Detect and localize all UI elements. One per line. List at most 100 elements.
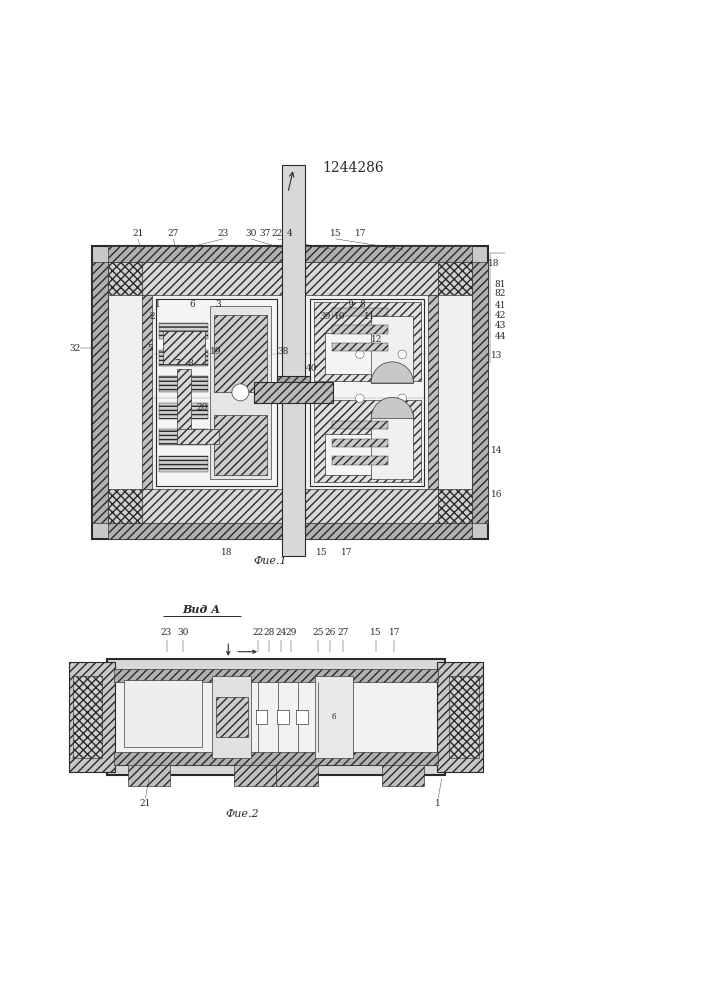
Bar bbox=[276, 758, 318, 786]
Text: 14: 14 bbox=[491, 446, 503, 455]
Text: 20: 20 bbox=[196, 403, 207, 412]
Wedge shape bbox=[371, 397, 414, 419]
Bar bbox=[128, 758, 170, 786]
Bar bbox=[233, 758, 276, 786]
Bar bbox=[214, 315, 267, 392]
Text: 81: 81 bbox=[494, 280, 506, 289]
Text: 24: 24 bbox=[275, 628, 286, 637]
Bar bbox=[438, 489, 472, 523]
Bar bbox=[332, 343, 388, 351]
Bar bbox=[314, 400, 421, 482]
Bar bbox=[325, 333, 410, 374]
Text: 11: 11 bbox=[364, 312, 375, 321]
Text: 26: 26 bbox=[325, 628, 336, 637]
Circle shape bbox=[156, 275, 163, 282]
Bar bbox=[108, 246, 472, 262]
Bar bbox=[142, 295, 153, 489]
Text: 43: 43 bbox=[495, 321, 506, 330]
Circle shape bbox=[356, 350, 364, 359]
Text: 23: 23 bbox=[217, 229, 228, 238]
Text: 18: 18 bbox=[487, 259, 499, 268]
Text: 23: 23 bbox=[161, 628, 172, 637]
Text: 27: 27 bbox=[337, 628, 349, 637]
Bar bbox=[160, 403, 208, 419]
Bar bbox=[210, 306, 271, 479]
Text: 27: 27 bbox=[168, 229, 180, 238]
Circle shape bbox=[339, 275, 346, 282]
Circle shape bbox=[398, 350, 407, 359]
Bar bbox=[315, 676, 354, 758]
Bar bbox=[382, 758, 424, 786]
Bar bbox=[371, 412, 414, 479]
Text: 10: 10 bbox=[334, 312, 345, 321]
Bar bbox=[296, 710, 308, 724]
Text: 44: 44 bbox=[494, 332, 506, 341]
Bar bbox=[472, 262, 488, 523]
Bar bbox=[371, 316, 414, 383]
Text: 17: 17 bbox=[355, 229, 366, 238]
Text: 15: 15 bbox=[330, 229, 341, 238]
Bar bbox=[276, 376, 310, 401]
Circle shape bbox=[367, 274, 375, 283]
Bar bbox=[160, 376, 208, 392]
Bar bbox=[108, 489, 142, 523]
Text: 21: 21 bbox=[140, 799, 151, 808]
Bar bbox=[332, 421, 388, 429]
Bar bbox=[142, 489, 438, 523]
Text: 37: 37 bbox=[259, 229, 271, 238]
Circle shape bbox=[399, 274, 407, 283]
Bar bbox=[108, 262, 142, 295]
Bar bbox=[214, 415, 267, 475]
Text: 17: 17 bbox=[389, 628, 400, 637]
Circle shape bbox=[353, 274, 361, 283]
Text: 15: 15 bbox=[370, 628, 382, 637]
Text: 22: 22 bbox=[271, 229, 283, 238]
Bar bbox=[73, 676, 103, 758]
Bar bbox=[254, 382, 333, 403]
Bar bbox=[142, 262, 438, 295]
Text: 6: 6 bbox=[189, 300, 196, 309]
Bar bbox=[156, 299, 276, 486]
Wedge shape bbox=[371, 362, 414, 383]
Bar bbox=[332, 456, 388, 465]
Bar bbox=[107, 659, 445, 775]
Bar bbox=[177, 429, 219, 444]
Bar bbox=[93, 246, 488, 539]
Text: 29: 29 bbox=[286, 628, 297, 637]
Text: 1: 1 bbox=[436, 799, 441, 808]
Text: Фие.2: Фие.2 bbox=[226, 809, 259, 819]
Text: 22: 22 bbox=[252, 628, 264, 637]
Text: 25: 25 bbox=[312, 628, 324, 637]
Bar bbox=[332, 308, 388, 316]
Bar bbox=[256, 710, 267, 724]
Text: 5: 5 bbox=[147, 344, 153, 353]
Text: 82: 82 bbox=[495, 289, 506, 298]
Text: 42: 42 bbox=[495, 311, 506, 320]
Bar bbox=[282, 165, 305, 556]
Text: 21: 21 bbox=[133, 229, 144, 238]
Circle shape bbox=[151, 269, 169, 288]
Circle shape bbox=[232, 384, 249, 401]
Text: Фие.1: Фие.1 bbox=[253, 556, 287, 566]
Bar bbox=[450, 676, 479, 758]
Text: 19: 19 bbox=[210, 347, 222, 356]
Text: 18: 18 bbox=[221, 548, 232, 557]
Bar bbox=[108, 262, 472, 523]
Bar bbox=[325, 434, 410, 475]
Text: 1: 1 bbox=[155, 300, 161, 309]
Bar bbox=[160, 456, 208, 472]
Text: 2: 2 bbox=[150, 312, 156, 321]
Text: 8: 8 bbox=[187, 359, 193, 368]
Text: 12: 12 bbox=[371, 335, 382, 344]
Text: 40: 40 bbox=[305, 364, 317, 373]
Text: Вид А: Вид А bbox=[182, 604, 221, 615]
Bar bbox=[314, 302, 421, 381]
Bar bbox=[93, 262, 108, 523]
Text: 41: 41 bbox=[494, 301, 506, 310]
Circle shape bbox=[398, 394, 407, 402]
Bar bbox=[428, 295, 438, 489]
Bar bbox=[277, 710, 288, 724]
Bar bbox=[310, 299, 424, 486]
Text: 15: 15 bbox=[316, 548, 327, 557]
Bar bbox=[437, 662, 483, 772]
